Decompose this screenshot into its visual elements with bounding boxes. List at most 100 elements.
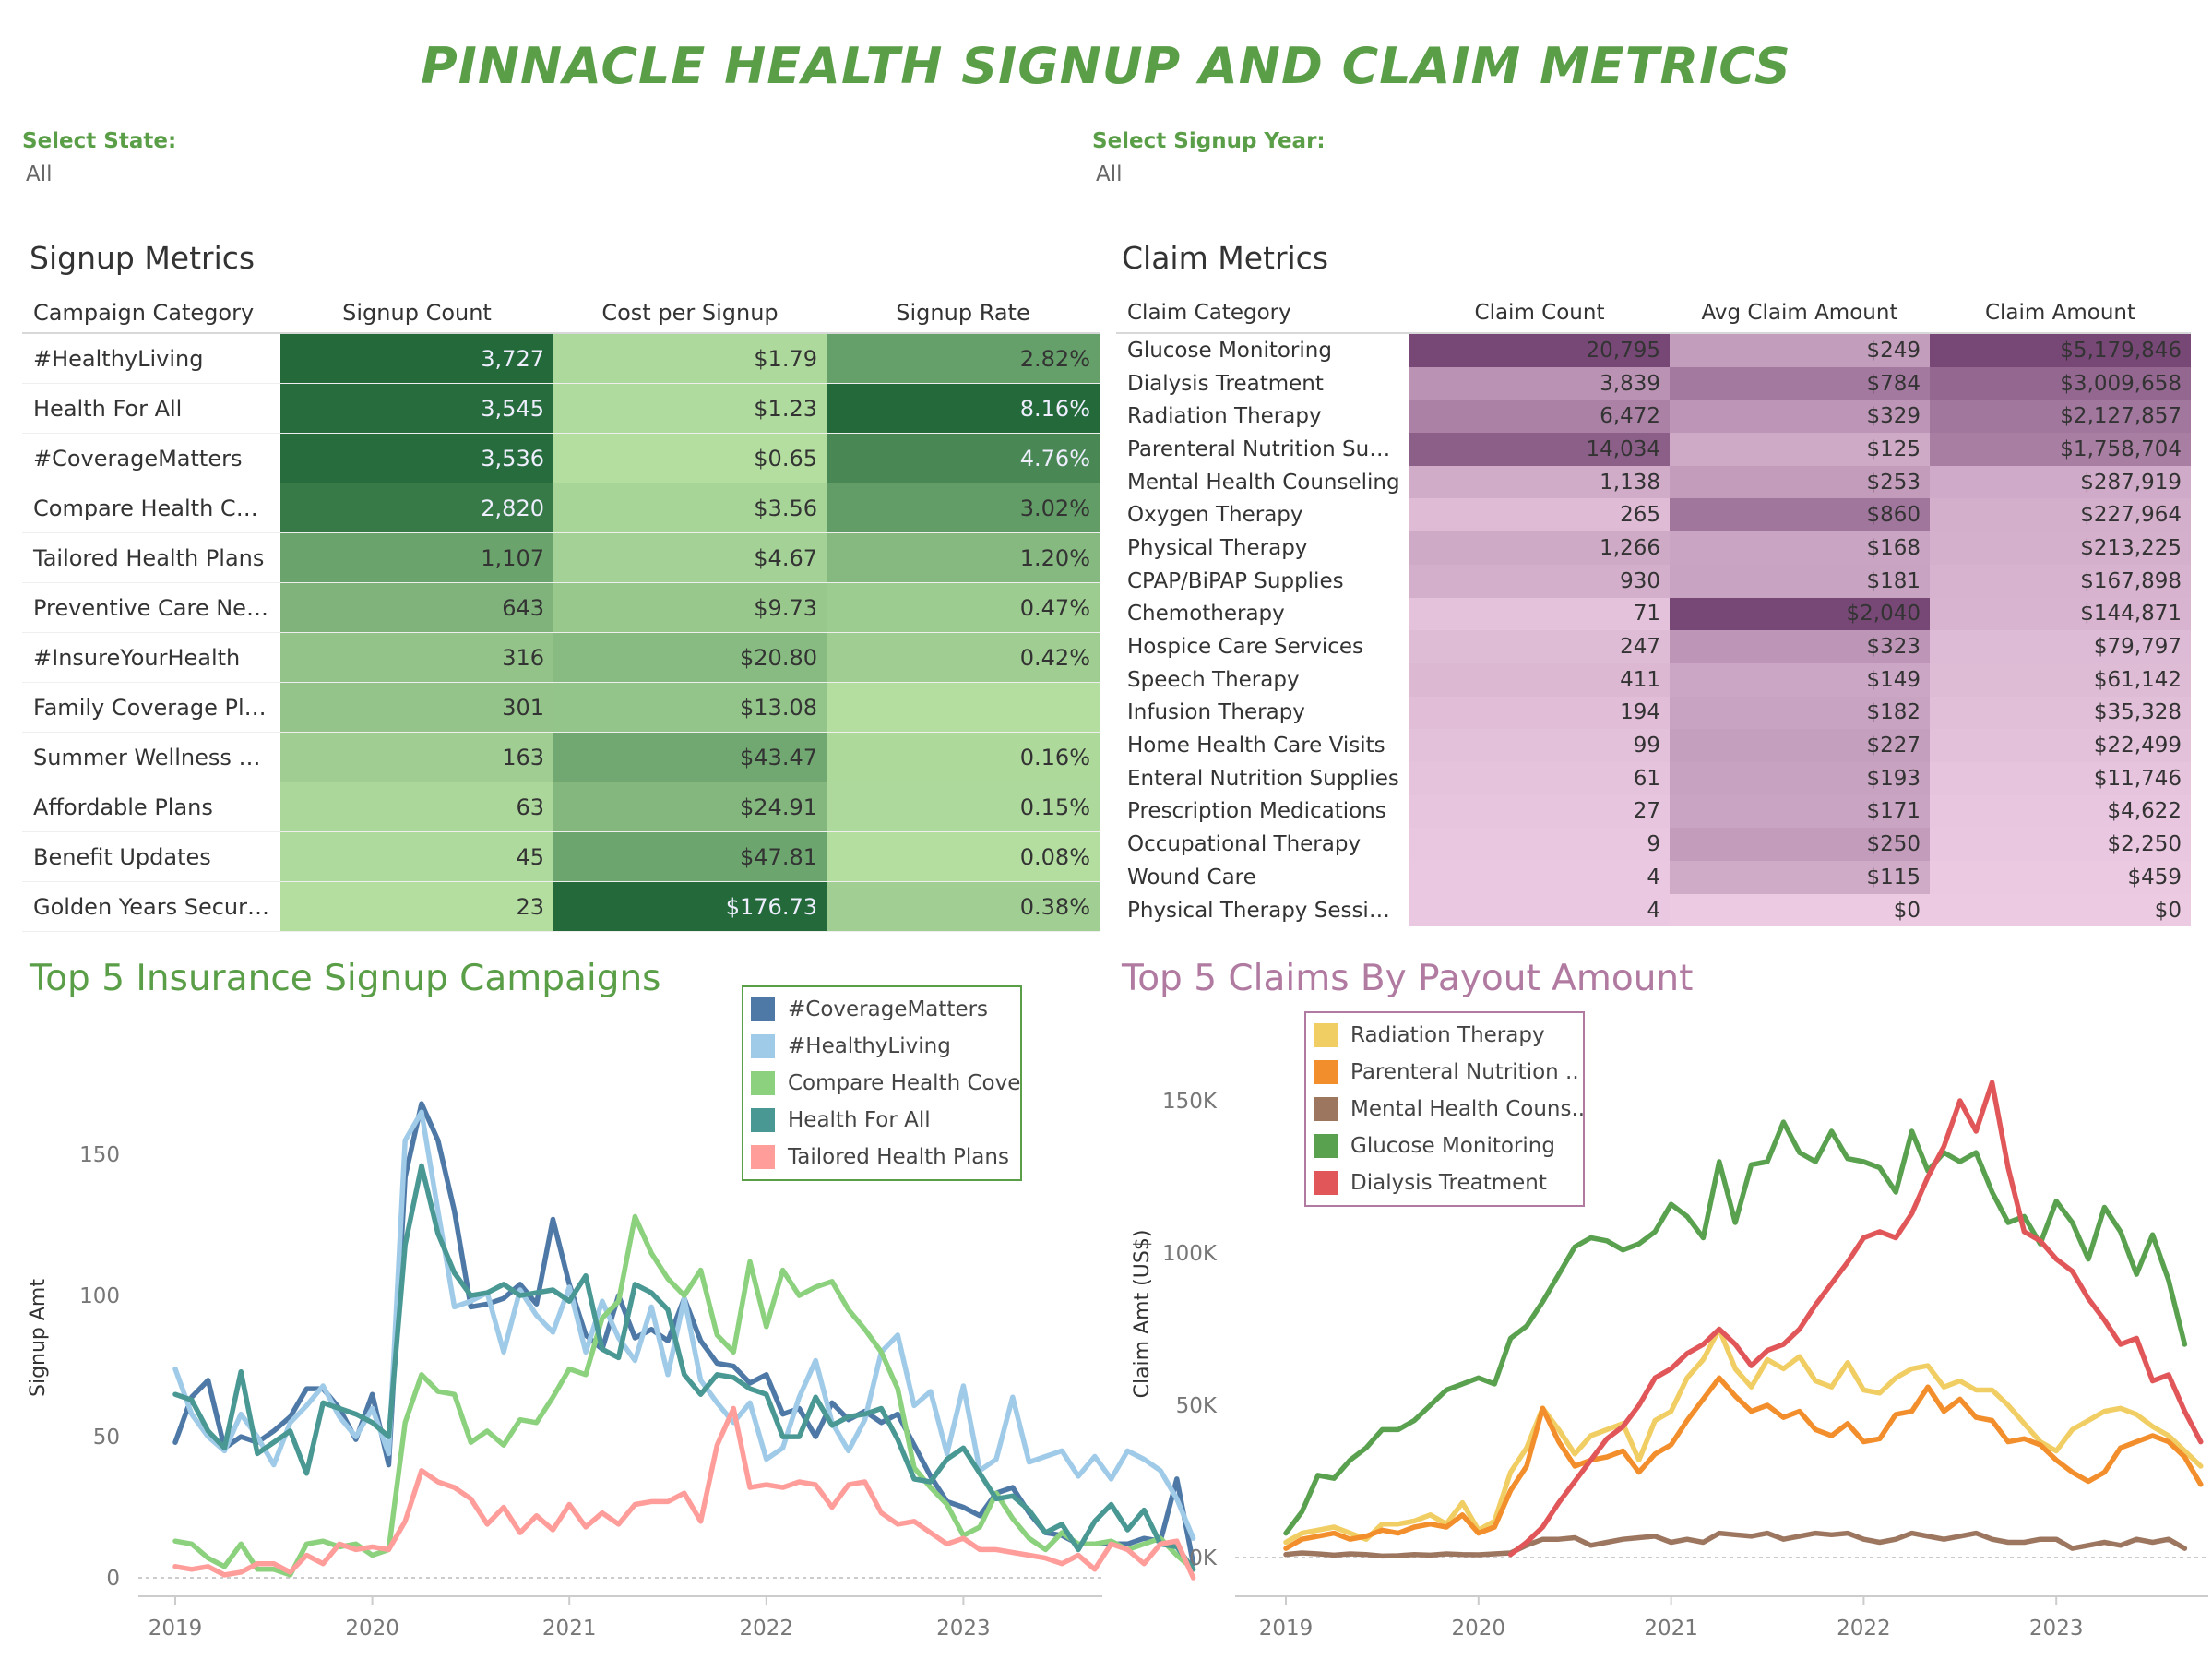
- legend-swatch: [751, 1034, 775, 1058]
- series-line-1[interactable]: [1283, 1375, 2204, 1551]
- table-row[interactable]: Affordable Plans 63 $24.91 0.15%: [22, 782, 1100, 832]
- table-row[interactable]: Benefit Updates 45 $47.81 0.08%: [22, 831, 1100, 882]
- column-header[interactable]: Signup Count: [280, 293, 553, 334]
- claim-category-cell: Physical Therapy: [1116, 531, 1409, 565]
- signup-metrics-table: Campaign Category Signup Count Cost per …: [22, 293, 1100, 932]
- legend-item[interactable]: #CoverageMatters: [743, 991, 1020, 1028]
- metric-cell: $20.80: [553, 632, 827, 683]
- legend-item[interactable]: Health For All: [743, 1102, 1020, 1139]
- table-row[interactable]: Mental Health Counseling 1,138 $253 $287,91…: [1116, 465, 2191, 499]
- column-header[interactable]: Avg Claim Amount: [1670, 293, 1930, 334]
- table-row[interactable]: Family Coverage Plan 301 $13.08: [22, 682, 1100, 733]
- column-header[interactable]: Signup Rate: [827, 293, 1100, 334]
- table-row[interactable]: Compare Health Cover.. 2,820 $3.56 3.02%: [22, 483, 1100, 533]
- legend-label: Mental Health Couns..: [1350, 1097, 1583, 1121]
- legend-swatch: [1314, 1171, 1338, 1195]
- table-row[interactable]: Occupational Therapy 9 $250 $2,250: [1116, 828, 2191, 861]
- table-row[interactable]: Speech Therapy 411 $149 $61,142: [1116, 662, 2191, 697]
- table-row[interactable]: Glucose Monitoring 20,795 $249 $5,179,846: [1116, 333, 2191, 367]
- table-row[interactable]: Golden Years Security 23 $176.73 0.38%: [22, 881, 1100, 932]
- x-tick-label: 2019: [149, 1617, 203, 1641]
- claim-category-cell: Oxygen Therapy: [1116, 498, 1409, 532]
- legend-item[interactable]: Tailored Health Plans: [743, 1139, 1020, 1176]
- metric-cell: 45: [280, 831, 553, 882]
- table-row[interactable]: Preventive Care News 643 $9.73 0.47%: [22, 582, 1100, 633]
- campaign-category-cell: Health For All: [22, 383, 280, 434]
- column-header[interactable]: Claim Amount: [1930, 293, 2191, 334]
- table-row[interactable]: Summer Wellness Tips 163 $43.47 0.16%: [22, 732, 1100, 782]
- metric-cell: 0.47%: [827, 582, 1100, 633]
- table-row[interactable]: CPAP/BiPAP Supplies 930 $181 $167,898: [1116, 564, 2191, 598]
- table-row[interactable]: Physical Therapy 1,266 $168 $213,225: [1116, 531, 2191, 565]
- y-tick-label: 50K: [1176, 1394, 1218, 1418]
- table-row[interactable]: Oxygen Therapy 265 $860 $227,964: [1116, 498, 2191, 532]
- series-line-3[interactable]: [172, 1163, 1196, 1572]
- x-tick-label: 2023: [936, 1617, 991, 1641]
- y-tick-label: 100K: [1162, 1242, 1218, 1266]
- metric-cell: $250: [1670, 828, 1930, 861]
- series-line-3[interactable]: [1283, 1119, 2188, 1536]
- table-row[interactable]: Tailored Health Plans 1,107 $4.67 1.20%: [22, 532, 1100, 583]
- table-row[interactable]: Physical Therapy Sessions 4 $0 $0: [1116, 893, 2191, 927]
- legend-swatch: [751, 997, 775, 1021]
- table-row[interactable]: Health For All 3,545 $1.23 8.16%: [22, 383, 1100, 434]
- signup-chart-legend: #CoverageMatters #HealthyLiving Compare He…: [742, 985, 1022, 1181]
- metric-cell: 23: [280, 881, 553, 932]
- legend-swatch: [1314, 1060, 1338, 1084]
- metric-cell: 4.76%: [827, 433, 1100, 483]
- legend-item[interactable]: Radiation Therapy: [1306, 1017, 1583, 1054]
- table-row[interactable]: Hospice Care Services 247 $323 $79,797: [1116, 630, 2191, 663]
- column-header[interactable]: Claim Category: [1116, 293, 1409, 334]
- legend-item[interactable]: Glucose Monitoring: [1306, 1128, 1583, 1164]
- metric-cell: $181: [1670, 564, 1930, 598]
- table-row[interactable]: #InsureYourHealth 316 $20.80 0.42%: [22, 632, 1100, 683]
- table-row[interactable]: Enteral Nutrition Supplies 61 $193 $11,746: [1116, 761, 2191, 795]
- table-row[interactable]: Infusion Therapy 194 $182 $35,328: [1116, 696, 2191, 730]
- series-line-4[interactable]: [172, 1405, 1196, 1581]
- state-filter-label: Select State:: [22, 129, 177, 153]
- series-line-4[interactable]: [1507, 1080, 2204, 1558]
- series-line-1[interactable]: [172, 1109, 1196, 1541]
- metric-cell: 14,034: [1409, 433, 1670, 466]
- claim-category-cell: Mental Health Counseling: [1116, 465, 1409, 499]
- table-row[interactable]: Radiation Therapy 6,472 $329 $2,127,857: [1116, 400, 2191, 434]
- claim-category-cell: CPAP/BiPAP Supplies: [1116, 564, 1409, 598]
- legend-swatch: [751, 1145, 775, 1169]
- legend-item[interactable]: Parenteral Nutrition ..: [1306, 1054, 1583, 1091]
- table-row[interactable]: Home Health Care Visits 99 $227 $22,499: [1116, 729, 2191, 762]
- metric-cell: 643: [280, 582, 553, 633]
- claim-category-cell: Hospice Care Services: [1116, 630, 1409, 663]
- table-row[interactable]: Dialysis Treatment 3,839 $784 $3,009,658: [1116, 366, 2191, 400]
- series-line-2[interactable]: [1283, 1530, 2188, 1559]
- claims-payout-line-chart[interactable]: 0K 50K 100K 150K 2019 2020 2021 2022 2023 Claim A…: [1106, 1006, 2212, 1652]
- table-row[interactable]: #CoverageMatters 3,536 $0.65 4.76%: [22, 433, 1100, 483]
- y-tick-label: 150K: [1162, 1090, 1218, 1114]
- table-row[interactable]: Wound Care 4 $115 $459: [1116, 861, 2191, 894]
- column-header[interactable]: Cost per Signup: [553, 293, 827, 334]
- table-row[interactable]: Prescription Medications 27 $171 $4,622: [1116, 794, 2191, 829]
- legend-label: Glucose Monitoring: [1350, 1134, 1555, 1158]
- y-axis-label: Signup Amt: [27, 1279, 50, 1397]
- y-tick-label: 50: [93, 1426, 120, 1450]
- legend-item[interactable]: #HealthyLiving: [743, 1028, 1020, 1065]
- legend-item[interactable]: Mental Health Couns..: [1306, 1091, 1583, 1128]
- table-row[interactable]: Parenteral Nutrition Supp.. 14,034 $125 $1,…: [1116, 433, 2191, 466]
- legend-item[interactable]: Compare Health Cove..: [743, 1065, 1020, 1102]
- y-tick-label: 100: [79, 1284, 120, 1308]
- column-header[interactable]: Campaign Category: [22, 293, 280, 334]
- signup-campaigns-line-chart[interactable]: 0 50 100 150 2019 2020 2021 2022 2023 Signup Amt: [0, 1006, 1196, 1652]
- state-filter-dropdown[interactable]: All: [26, 162, 53, 186]
- metric-cell: $176.73: [553, 881, 827, 932]
- metric-cell: $125: [1670, 433, 1930, 466]
- metric-cell: $249: [1670, 333, 1930, 367]
- table-row[interactable]: #HealthyLiving 3,727 $1.79 2.82%: [22, 333, 1100, 384]
- series-line-0[interactable]: [1283, 1326, 2204, 1546]
- metric-cell: $47.81: [553, 831, 827, 882]
- legend-item[interactable]: Dialysis Treatment: [1306, 1164, 1583, 1201]
- signup-chart-title: Top 5 Insurance Signup Campaigns: [30, 958, 661, 999]
- column-header[interactable]: Claim Count: [1409, 293, 1670, 334]
- metric-cell: $253: [1670, 465, 1930, 499]
- claim-category-cell: Prescription Medications: [1116, 794, 1409, 829]
- signup-year-filter-dropdown[interactable]: All: [1096, 162, 1123, 186]
- table-row[interactable]: Chemotherapy 71 $2,040 $144,871: [1116, 597, 2191, 631]
